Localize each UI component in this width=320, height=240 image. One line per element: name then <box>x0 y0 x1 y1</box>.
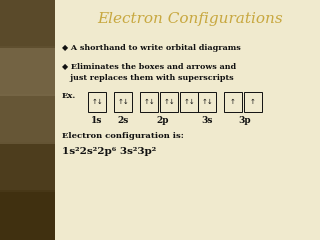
Text: ↑↓: ↑↓ <box>143 99 155 105</box>
Bar <box>0 142 55 192</box>
Bar <box>0 0 55 240</box>
Text: Electron Configurations: Electron Configurations <box>97 12 283 26</box>
Bar <box>0 94 55 144</box>
Bar <box>114 92 132 112</box>
Bar <box>0 190 55 240</box>
Bar <box>140 92 158 112</box>
Text: ◆ Eliminates the boxes and arrows and: ◆ Eliminates the boxes and arrows and <box>62 62 236 70</box>
Text: 2s: 2s <box>117 116 129 125</box>
Text: ↑↓: ↑↓ <box>91 99 103 105</box>
Bar <box>224 92 242 112</box>
Text: 2p: 2p <box>157 116 169 125</box>
Text: ↑↓: ↑↓ <box>163 99 175 105</box>
Bar <box>180 92 198 112</box>
Text: ↑↓: ↑↓ <box>117 99 129 105</box>
Text: Ex.: Ex. <box>62 92 76 100</box>
Text: ↑: ↑ <box>230 99 236 105</box>
Text: Electron configuration is:: Electron configuration is: <box>62 132 184 140</box>
Bar <box>88 92 106 112</box>
Bar <box>244 92 262 112</box>
Text: ◆ A shorthand to write orbital diagrams: ◆ A shorthand to write orbital diagrams <box>62 44 241 52</box>
Text: 1s: 1s <box>91 116 103 125</box>
Text: 3s: 3s <box>201 116 213 125</box>
Text: ↑↓: ↑↓ <box>201 99 213 105</box>
Text: ↑↓: ↑↓ <box>183 99 195 105</box>
Text: 3p: 3p <box>239 116 251 125</box>
Bar <box>198 92 216 112</box>
Bar <box>160 92 178 112</box>
Text: ↑: ↑ <box>250 99 256 105</box>
Bar <box>0 0 55 48</box>
Bar <box>0 46 55 96</box>
Text: just replaces them with superscripts: just replaces them with superscripts <box>62 74 234 82</box>
Text: 1s²2s²2p⁶ 3s²3p²: 1s²2s²2p⁶ 3s²3p² <box>62 147 156 156</box>
